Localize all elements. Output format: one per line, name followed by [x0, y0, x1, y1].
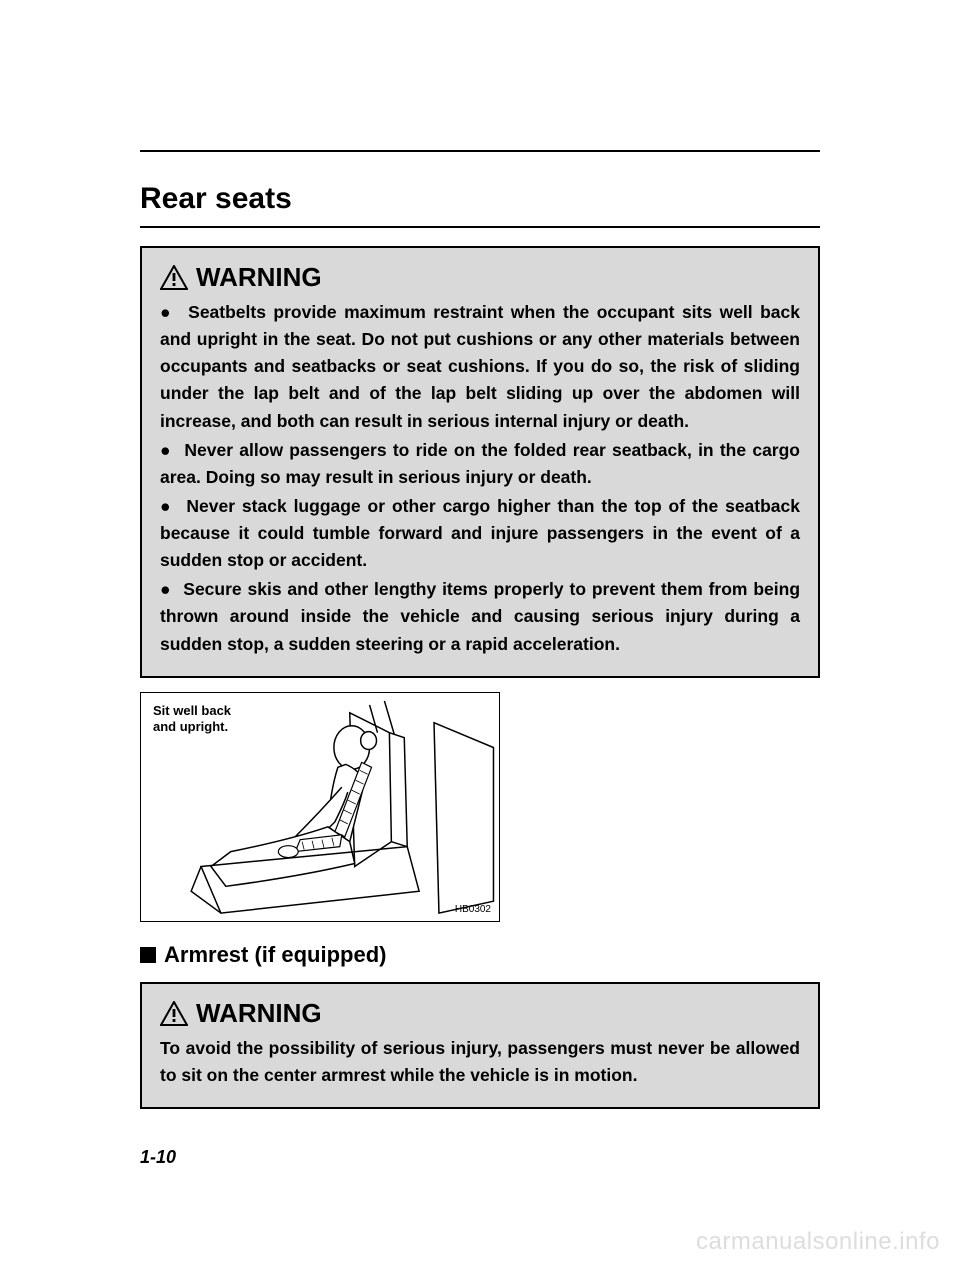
square-marker-icon — [140, 947, 156, 963]
page-heading: Rear seats — [140, 182, 820, 216]
figure-label: Sit well back and upright. — [153, 703, 231, 736]
warning1-bullet-0: Seatbelts provide maximum restraint when… — [160, 302, 800, 431]
warning-box-2: WARNING To avoid the possibility of seri… — [140, 982, 820, 1109]
warning-title-2: WARNING — [160, 998, 800, 1029]
subheading-text: Armrest (if equipped) — [164, 942, 386, 968]
warning-box-1: WARNING ● Seatbelts provide maximum rest… — [140, 246, 820, 678]
warning-title-1: WARNING — [160, 262, 800, 293]
watermark-text: carmanualsonline.info — [696, 1228, 940, 1256]
warning-triangle-icon — [160, 265, 188, 290]
figure-code: HB0302 — [455, 904, 491, 915]
top-horizontal-rule — [140, 150, 820, 152]
warning-title-text-2: WARNING — [196, 998, 322, 1029]
warning-body-1: ● Seatbelts provide maximum restraint wh… — [160, 299, 800, 658]
figure-seating-posture: Sit well back and upright. HB0302 — [140, 692, 500, 922]
figure-label-line2: and upright. — [153, 719, 228, 734]
warning-triangle-icon-2 — [160, 1001, 188, 1026]
subheading-armrest: Armrest (if equipped) — [140, 942, 820, 968]
warning-title-text-1: WARNING — [196, 262, 322, 293]
warning1-bullet-3: Secure skis and other lengthy items prop… — [160, 579, 800, 653]
warning-body-2: To avoid the possibility of serious inju… — [160, 1035, 800, 1089]
figure-label-line1: Sit well back — [153, 703, 231, 718]
page-number: 1-10 — [140, 1147, 176, 1168]
warning1-bullet-1: Never allow passengers to ride on the fo… — [160, 440, 800, 487]
warning1-bullet-2: Never stack luggage or other cargo highe… — [160, 496, 800, 570]
heading-rule — [140, 226, 820, 228]
